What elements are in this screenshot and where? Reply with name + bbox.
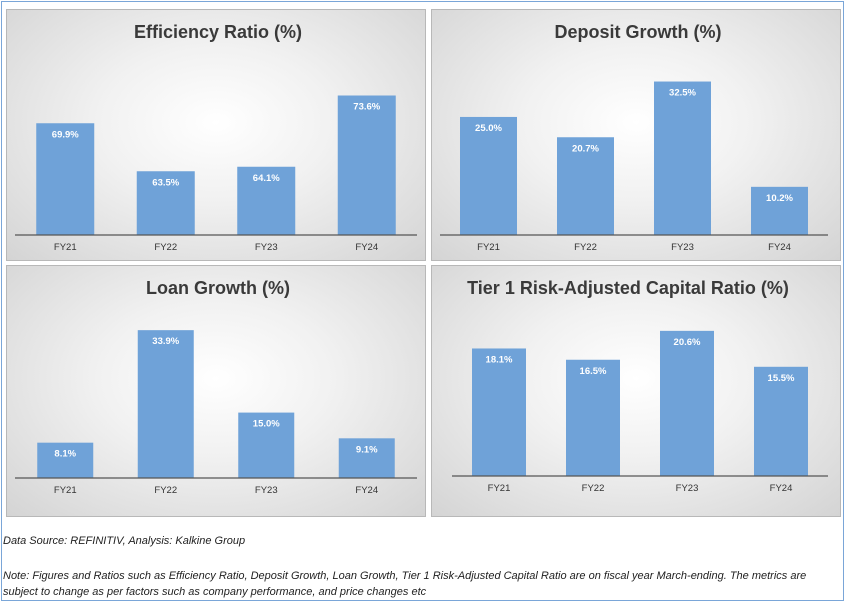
x-tick-label: FY21 [488,483,511,494]
bar-fy23 [237,166,296,235]
data-label: 15.0% [253,419,280,430]
x-tick-label: FY21 [477,242,500,253]
x-tick-label: FY24 [355,242,378,253]
data-label: 20.6% [674,337,701,348]
bar-fy21 [37,442,94,478]
x-tick-label: FY22 [154,242,177,253]
x-tick-label: FY23 [255,242,278,253]
bar-fy24 [338,438,395,478]
data-label: 69.9% [52,129,79,140]
x-tick-label: FY23 [676,483,699,494]
data-label: 64.1% [253,173,280,184]
x-tick-label: FY21 [54,242,77,253]
footnote-text: Note: Figures and Ratios such as Efficie… [3,570,807,598]
data-source-text: Data Source: REFINITIV, Analysis: Kalkin… [3,535,246,547]
chart-svg: Tier 1 Risk-Adjusted Capital Ratio (%) 18… [452,278,828,494]
chart-title: Loan Growth (%) [146,278,290,298]
bar-fy24 [754,366,808,476]
data-label: 16.5% [580,366,607,377]
x-tick-label: FY23 [671,242,694,253]
bar-fy22 [137,330,194,478]
chart-title: Tier 1 Risk-Adjusted Capital Ratio (%) [467,278,789,298]
bar-fy22 [136,171,195,235]
x-tick-label: FY24 [770,483,793,494]
bar-fy23 [660,330,714,476]
bar-fy21 [472,348,526,476]
tier1-capital-ratio-chart: Tier 1 Risk-Adjusted Capital Ratio (%) 18… [431,265,841,517]
bar-fy21 [460,116,517,235]
data-label: 8.1% [54,449,76,460]
bar-fy23 [238,412,295,478]
data-label: 25.0% [475,123,502,134]
chart-svg: Loan Growth (%) 8.1% FY21 33.9% FY22 15.0% FY2… [15,278,417,496]
x-tick-label: FY23 [255,485,278,496]
bar-fy22 [557,137,614,235]
data-label: 73.6% [353,102,380,113]
chart-title: Efficiency Ratio (%) [134,22,302,42]
data-label: 18.1% [486,354,513,365]
bar-fy24 [751,186,808,235]
data-label: 32.5% [669,88,696,99]
bar-fy22 [566,359,620,476]
x-tick-label: FY22 [154,485,177,496]
data-label: 9.1% [356,444,378,455]
efficiency-ratio-chart: Efficiency Ratio (%) 69.9% FY21 63.5% FY22 64… [6,9,426,261]
x-tick-label: FY22 [582,483,605,494]
bar-fy21 [36,123,95,235]
bar-fy24 [337,95,396,235]
x-tick-label: FY24 [768,242,791,253]
chart-title: Deposit Growth (%) [555,22,722,42]
loan-growth-chart: Loan Growth (%) 8.1% FY21 33.9% FY22 15.0% FY2… [6,265,426,517]
x-tick-label: FY24 [355,485,378,496]
chart-svg: Deposit Growth (%) 25.0% FY21 20.7% FY22 32.5… [440,22,828,253]
data-label: 33.9% [152,336,179,347]
chart-svg: Efficiency Ratio (%) 69.9% FY21 63.5% FY22 64… [15,22,417,253]
data-label: 63.5% [152,177,179,188]
deposit-growth-chart: Deposit Growth (%) 25.0% FY21 20.7% FY22 32.5… [431,9,841,261]
x-tick-label: FY21 [54,485,77,496]
data-label: 20.7% [572,143,599,154]
bar-fy23 [654,81,711,236]
data-label: 15.5% [768,373,795,384]
x-tick-label: FY22 [574,242,597,253]
data-label: 10.2% [766,193,793,204]
